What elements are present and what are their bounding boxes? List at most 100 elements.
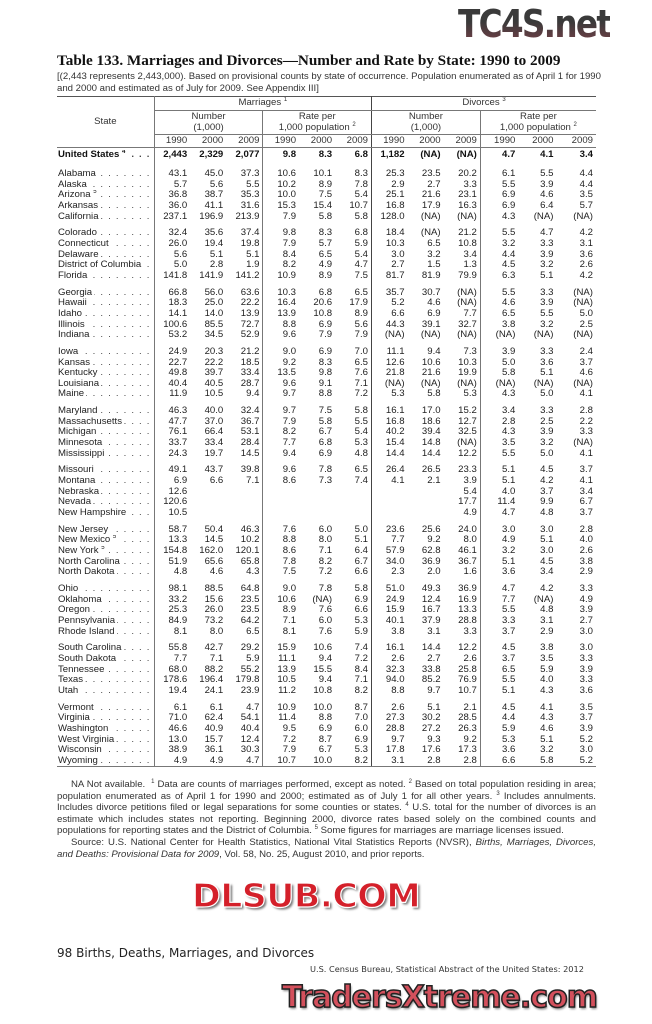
value-cell: 36.9 — [443, 583, 481, 595]
value-cell: 1.5 — [427, 260, 441, 271]
value-cell: 32.7 — [443, 319, 481, 331]
dot-leader: . . . . . . . . . . . . . . . . . . . . … — [99, 228, 151, 239]
table-row: West Virginia. . . . . . . . . . . . . .… — [57, 734, 596, 746]
value-cell: 6.3 — [502, 270, 516, 281]
value-cell: 3.3 — [443, 626, 481, 638]
value-cell: 5.3 — [335, 438, 373, 449]
value-cell: 2.9 — [579, 567, 593, 578]
value-cell: 7.3 — [318, 476, 333, 487]
value-cell: 5.0 — [540, 389, 554, 400]
value-cell: 14.0 — [204, 308, 224, 319]
value-cell: 4.2 — [540, 476, 554, 487]
dot-leader: . . . . . . . . . . . . . . . . . . . . … — [80, 346, 151, 357]
table-row: Idaho. . . . . . . . . . . . . . . . . .… — [57, 308, 596, 320]
value-cell: 4.1 — [391, 476, 405, 487]
value-cell: 5.8 — [335, 211, 373, 223]
value-cell: 10.7 — [335, 200, 373, 212]
value-cell: 10.2 — [277, 179, 297, 190]
table-row: Maine. . . . . . . . . . . . . . . . . .… — [57, 389, 596, 401]
value-cell: 2.8 — [502, 416, 516, 427]
value-cell: 14.4 — [421, 643, 441, 654]
dot-leader: . . . . . . . . . . . . . . . . . . . . … — [110, 723, 151, 734]
value-cell: 6.8 — [318, 287, 333, 298]
value-cell: 10.0 — [299, 755, 336, 768]
value-cell: 237.1 — [163, 211, 188, 222]
value-cell: 3.4 — [502, 406, 516, 417]
value-cell: 5.1 — [540, 734, 554, 745]
dot-leader: . . . . . . . . . . . . . . . . . . . . … — [110, 524, 151, 535]
value-cell: 58.7 — [168, 524, 188, 535]
table-row: Oregon. . . . . . . . . . . . . . . . . … — [57, 605, 596, 616]
value-cell: 10.2 — [226, 535, 264, 546]
table-row: Ohio. . . . . . . . . . . . . . . . . . … — [57, 583, 596, 595]
value-cell: 7.1 — [318, 546, 333, 556]
value-cell: 1.9 — [226, 260, 264, 271]
value-cell: 6.0 — [318, 524, 333, 535]
value-cell: 6.5 — [226, 626, 264, 638]
value-cell — [408, 508, 444, 519]
value-cell: 13.3 — [168, 535, 188, 546]
value-cell: 3.9 — [502, 346, 516, 357]
value-cell: 4.1 — [579, 448, 593, 459]
value-cell: 9.2 — [282, 357, 297, 368]
table-row: Florida. . . . . . . . . . . . . . . . .… — [57, 270, 596, 282]
value-cell: 7.7 — [282, 438, 297, 449]
value-cell: 3.3 — [540, 406, 554, 417]
table-row: Iowa. . . . . . . . . . . . . . . . . . … — [57, 346, 596, 358]
value-cell: 6.6 — [335, 567, 373, 578]
value-cell: (NA) — [573, 211, 593, 222]
value-cell: 4.8 — [540, 508, 554, 519]
value-cell: 85.2 — [421, 675, 441, 686]
value-cell: 10.3 — [443, 357, 481, 369]
value-cell: 7.0 — [335, 346, 373, 358]
dot-leader: . . . . . . . . . . . . . . . . . . . . … — [111, 238, 151, 249]
value-cell: 43.7 — [204, 465, 224, 476]
value-cell: 15.5 — [313, 664, 333, 675]
value-cell: 46.1 — [443, 546, 481, 557]
value-cell: 64.8 — [226, 583, 264, 595]
dot-leader: . . . . . . . . . . . . . . . . . . . . … — [89, 179, 151, 190]
value-cell: 15.7 — [204, 734, 224, 745]
value-cell: 26.3 — [443, 723, 481, 735]
value-cell: 3.0 — [579, 643, 593, 654]
value-cell — [335, 486, 373, 498]
value-cell: 3.9 — [579, 605, 593, 616]
value-cell: 23.1 — [443, 190, 481, 201]
value-cell: 10.6 — [421, 357, 441, 368]
value-cell: 8.7 — [335, 702, 373, 714]
value-cell: 7.5 — [282, 567, 297, 578]
value-cell: 5.8 — [335, 406, 373, 417]
value-cell: 5.9 — [335, 238, 373, 250]
value-cell: (NA) — [312, 594, 333, 605]
value-cell: 40.5 — [204, 378, 224, 389]
value-cell: 10.1 — [313, 169, 333, 179]
value-cell: 5.3 — [391, 389, 405, 400]
value-cell: 3.0 — [502, 524, 516, 535]
value-cell: 8.4 — [335, 664, 373, 676]
value-cell: 35.7 — [385, 287, 405, 298]
value-cell: 24.3 — [168, 448, 188, 459]
value-cell: 24.0 — [443, 524, 481, 536]
table-row: Illinois. . . . . . . . . . . . . . . . … — [57, 319, 596, 331]
value-cell — [263, 487, 299, 498]
dot-leader: . . . . . . . . . . . . . . . . . . . . … — [99, 406, 151, 417]
value-cell: 51.0 — [385, 583, 405, 594]
value-cell: 5.1 — [209, 249, 224, 260]
value-cell: 25.0 — [204, 298, 224, 309]
value-cell: 128.0 — [380, 211, 405, 222]
table-row: New York 5. . . . . . . . . . . . . . . … — [57, 546, 596, 557]
state-name: Alaska. . . . . . . . . . . . . . . . . … — [57, 179, 155, 191]
value-cell: 178.6 — [163, 675, 188, 686]
value-cell: 6.4 — [335, 546, 373, 557]
table-row: Utah. . . . . . . . . . . . . . . . . . … — [57, 685, 596, 697]
value-cell — [226, 486, 264, 498]
value-cell: 5.1 — [502, 465, 516, 476]
value-cell: 3.5 — [502, 438, 516, 449]
value-cell: 6.6 — [335, 605, 373, 616]
year-header: 1990 — [480, 134, 519, 148]
value-cell: 6.5 — [335, 465, 373, 477]
value-cell: 10.6 — [313, 643, 333, 654]
value-cell: 36.1 — [204, 745, 224, 756]
value-cell: 6.8 — [335, 147, 373, 163]
dot-leader: . . . . . . . . . . . . . . . . . . . . … — [106, 448, 151, 459]
